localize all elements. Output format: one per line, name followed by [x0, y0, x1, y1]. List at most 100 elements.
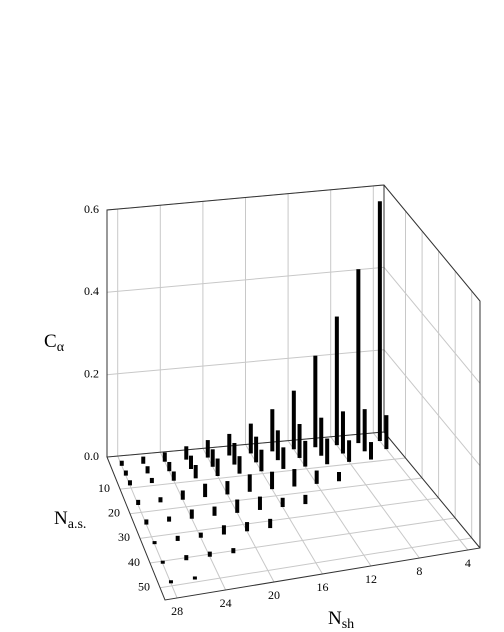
bar	[210, 449, 215, 467]
grid-line	[139, 251, 440, 539]
bar	[192, 576, 197, 580]
bar	[168, 580, 173, 584]
bar	[167, 461, 172, 472]
x-tick-label: 28	[171, 604, 183, 618]
bar	[356, 269, 361, 444]
x-axis-title-sub: sh	[342, 617, 354, 632]
bar	[237, 456, 242, 474]
bar	[336, 472, 341, 482]
bar	[215, 458, 220, 476]
bar	[303, 440, 308, 467]
bar	[325, 438, 330, 465]
grid-line	[159, 205, 227, 591]
bar	[232, 442, 237, 465]
bar	[291, 390, 296, 450]
bar	[203, 483, 208, 498]
bar	[297, 424, 302, 458]
z-axis-title-sub: α	[57, 340, 65, 355]
bar	[188, 455, 193, 469]
bar	[158, 497, 163, 503]
y-tick-label: 40	[128, 555, 140, 569]
bar	[205, 440, 210, 458]
bar	[270, 471, 275, 490]
bar	[347, 440, 352, 462]
grid-line	[119, 211, 406, 490]
y-tick-label: 50	[138, 579, 150, 593]
bar	[377, 201, 382, 442]
y-axis-title-main: N	[54, 508, 68, 529]
grid-line	[149, 271, 456, 564]
x-tick-label: 16	[317, 580, 329, 594]
bar	[207, 551, 212, 557]
y-axis-title-sub: a.s.	[68, 517, 87, 532]
z-tick-label: 0.2	[84, 366, 99, 380]
bar	[221, 525, 226, 535]
bar	[254, 436, 259, 463]
bar	[193, 465, 198, 479]
y-axis-title: Na.s.	[54, 508, 86, 532]
bar	[144, 519, 149, 525]
bar	[162, 452, 167, 462]
bar	[368, 442, 373, 460]
x-tick-label: 12	[365, 572, 377, 586]
bar	[314, 470, 319, 484]
bar	[235, 499, 240, 513]
bar	[257, 496, 262, 510]
bar	[303, 494, 308, 505]
bar	[227, 433, 232, 456]
bar	[189, 509, 194, 519]
bar	[384, 415, 389, 450]
bar	[149, 477, 154, 484]
bar	[123, 470, 128, 476]
z-axis-title-main: C	[44, 331, 57, 352]
bar	[313, 355, 318, 448]
bar	[119, 460, 124, 466]
x-tick-label: 20	[268, 588, 280, 602]
bar	[292, 469, 297, 487]
bar	[167, 516, 172, 522]
bar	[198, 532, 203, 538]
bar	[127, 480, 132, 486]
bar	[340, 411, 345, 454]
grid-line	[372, 186, 469, 551]
x-tick-label: 4	[465, 556, 471, 570]
bar	[280, 497, 285, 508]
z-tick-label: 0.6	[84, 202, 99, 216]
bar	[180, 490, 185, 500]
x-tick-label: 24	[220, 596, 232, 610]
x-axis-title-main: N	[328, 608, 342, 629]
bar	[319, 417, 324, 456]
bar	[141, 456, 146, 464]
bar	[281, 447, 286, 469]
grid-line	[106, 266, 481, 384]
bar	[160, 560, 165, 564]
y-tick-label: 10	[98, 481, 110, 495]
bar	[171, 471, 176, 481]
y-tick-label: 30	[118, 530, 130, 544]
bar	[212, 506, 217, 516]
z-tick-label: 0.4	[84, 284, 99, 298]
z-tick-label: 0.0	[84, 449, 99, 463]
x-axis-title: Nsh	[328, 608, 354, 632]
bar	[225, 481, 230, 495]
bar	[175, 535, 180, 541]
bar	[334, 316, 339, 446]
bar	[145, 466, 150, 474]
z-axis-title: Cα	[44, 331, 65, 355]
bar	[245, 522, 250, 532]
bar	[231, 548, 236, 554]
grid-line	[245, 197, 323, 575]
box-edge	[106, 184, 481, 601]
bar	[259, 449, 264, 472]
bar	[268, 518, 273, 529]
bar	[152, 541, 157, 545]
bar	[275, 430, 280, 461]
bar	[362, 409, 367, 452]
x-tick-label: 8	[416, 564, 422, 578]
bar	[247, 474, 252, 492]
bar	[136, 499, 141, 505]
bar	[248, 423, 253, 454]
grid-line	[106, 184, 481, 302]
bar	[270, 409, 275, 452]
